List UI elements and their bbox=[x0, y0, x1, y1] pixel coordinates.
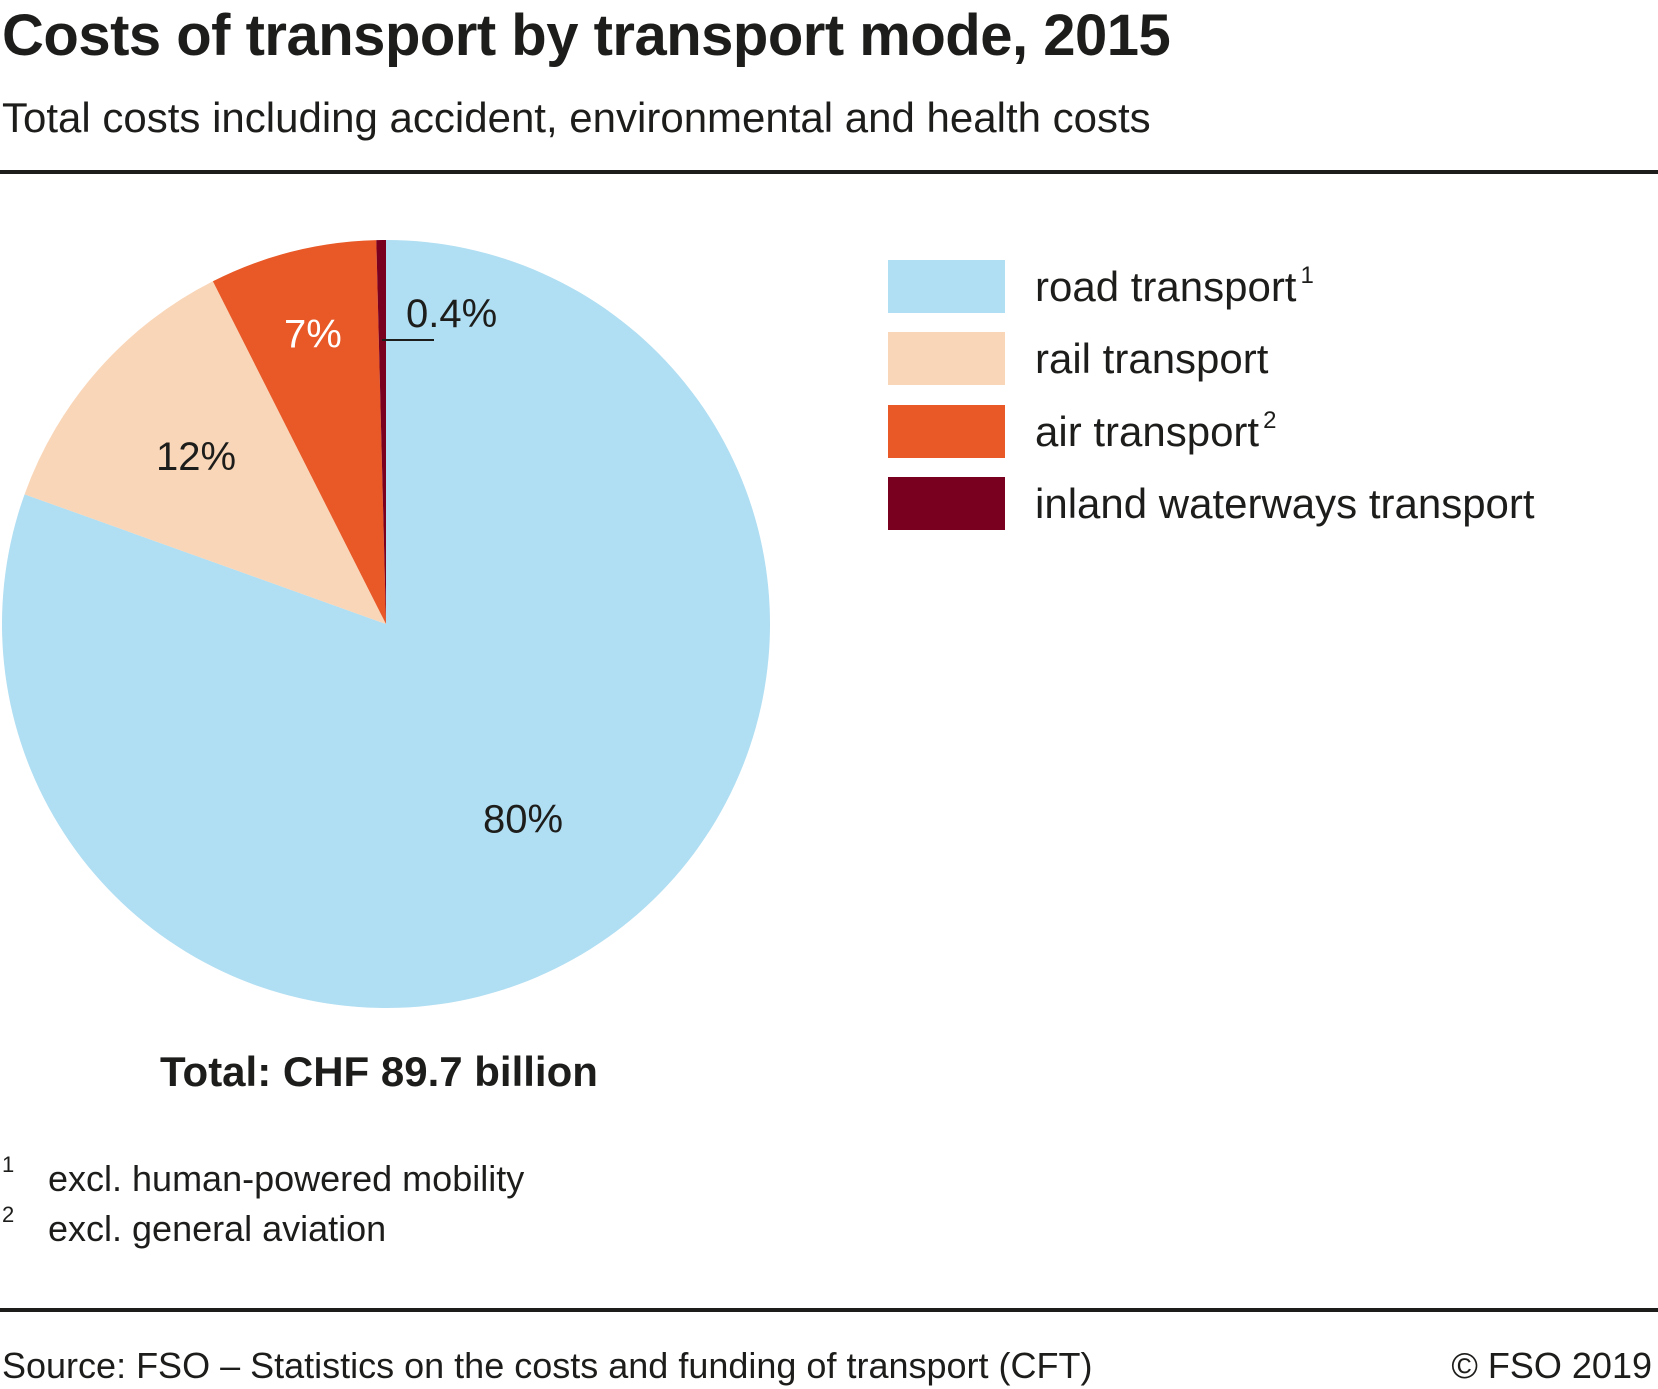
footnote-text: excl. human-powered mobility bbox=[48, 1158, 525, 1199]
legend-swatch-rail bbox=[888, 332, 1005, 385]
pie-label-rail: 12% bbox=[156, 435, 236, 479]
bottom-divider bbox=[0, 1308, 1658, 1312]
pie-slices bbox=[2, 240, 770, 1008]
pie-chart: 80% 12% 7% 0.4% bbox=[2, 240, 770, 1008]
legend-swatch-inland-waterways bbox=[888, 477, 1005, 530]
copyright: © FSO 2019 bbox=[1451, 1345, 1652, 1386]
total-label: Total: CHF 89.7 billion bbox=[160, 1048, 598, 1095]
legend-item-road: road transport 1 bbox=[888, 260, 1648, 313]
source-note: Source: FSO – Statistics on the costs an… bbox=[2, 1345, 1093, 1386]
legend-label-air: air transport 2 bbox=[1035, 407, 1277, 455]
pie-slice-rail bbox=[24, 281, 386, 624]
legend-label-rail: rail transport bbox=[1035, 335, 1269, 382]
pie-label-air: 7% bbox=[284, 313, 342, 357]
pie-label-inland-waterways: 0.4% bbox=[406, 292, 497, 336]
legend-label-road: road transport 1 bbox=[1035, 262, 1314, 310]
legend-item-rail: rail transport bbox=[888, 332, 1648, 385]
chart-subtitle: Total costs including accident, environm… bbox=[2, 94, 1151, 141]
pie-slice-inland-waterways bbox=[376, 240, 386, 624]
pie-slice-air bbox=[212, 240, 386, 624]
footnote-number: 2 bbox=[2, 1202, 15, 1227]
legend-item-air: air transport 2 bbox=[888, 405, 1648, 458]
legend-label-inland-waterways: inland waterways transport bbox=[1035, 480, 1535, 527]
pie-labels: 80% 12% 7% 0.4% bbox=[156, 292, 563, 842]
footnote-number: 1 bbox=[2, 1152, 15, 1177]
legend-swatch-air bbox=[888, 405, 1005, 458]
legend-swatch-road bbox=[888, 260, 1005, 313]
top-divider bbox=[0, 170, 1658, 174]
pie-slice-road bbox=[2, 240, 770, 1008]
legend-item-inland-waterways: inland waterways transport bbox=[888, 477, 1648, 530]
chart-title: Costs of transport by transport mode, 20… bbox=[2, 3, 1171, 68]
pie-label-road: 80% bbox=[483, 798, 563, 842]
footnote-text: excl. general aviation bbox=[48, 1208, 387, 1249]
